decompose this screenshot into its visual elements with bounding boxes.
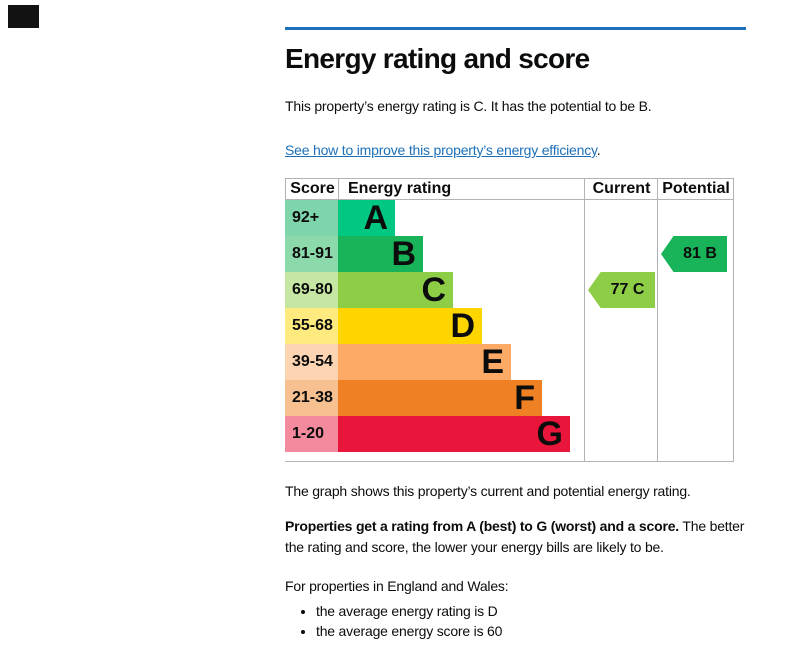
improve-efficiency-link[interactable]: See how to improve this property’s energ…: [285, 142, 597, 158]
band-bar-G: G: [338, 415, 570, 453]
average-score-item: the average energy score is 60: [316, 621, 800, 641]
intro-text: This property’s energy rating is C. It h…: [285, 98, 652, 114]
improve-link-line: See how to improve this property’s energ…: [285, 140, 785, 161]
score-range-C: 69-80: [285, 272, 338, 308]
section-divider: [285, 27, 746, 30]
current-rating-arrow: 77 C: [588, 272, 655, 308]
header-divider: [338, 179, 339, 199]
band-bar-C: C: [338, 271, 453, 309]
band-bar-A: A: [338, 199, 395, 237]
band-bar-B: B: [338, 235, 423, 273]
potential-column-header: Potential: [662, 180, 730, 197]
page-title: Energy rating and score: [285, 43, 590, 74]
current-column-header: Current: [592, 180, 651, 197]
header-divider: [657, 179, 658, 199]
rating-explanation: Properties get a rating from A (best) to…: [285, 516, 800, 558]
chart-header-row: Score Energy rating Current Potential: [285, 178, 734, 200]
score-range-G: 1-20: [285, 416, 338, 452]
potential-rating-arrow: 81 B: [661, 236, 727, 272]
table-right-border: [733, 178, 734, 461]
score-range-D: 55-68: [285, 308, 338, 344]
rating-explanation-line2: the rating and score, the lower your ene…: [285, 539, 664, 555]
score-column-header: Score: [290, 180, 335, 197]
potential-column-border: [657, 200, 658, 461]
energy-rating-column-header: Energy rating: [348, 180, 452, 197]
band-row-A: 92+ A: [285, 199, 734, 237]
table-bottom-border: [285, 461, 734, 462]
rating-bands: 92+ A 81-91 B 69-80 C 55-68 D 39-54 E 21-38 F 1-20 G: [285, 199, 734, 453]
average-rating-item: the average energy rating is D: [316, 601, 800, 621]
score-range-E: 39-54: [285, 344, 338, 380]
band-bar-D: D: [338, 307, 482, 345]
band-row-C: 69-80 C: [285, 271, 734, 309]
rating-explanation-line1: The better: [682, 518, 745, 534]
band-bar-E: E: [338, 343, 511, 381]
averages-list: the average energy rating is D the avera…: [285, 601, 800, 641]
energy-rating-chart: Score Energy rating Current Potential 92…: [285, 178, 734, 462]
band-row-D: 55-68 D: [285, 307, 734, 345]
rating-explanation-bold: Properties get a rating from A (best) to…: [285, 518, 679, 534]
link-suffix: .: [596, 142, 601, 158]
score-range-F: 21-38: [285, 380, 338, 416]
band-row-F: 21-38 F: [285, 379, 734, 417]
score-range-B: 81-91: [285, 236, 338, 272]
band-row-G: 1-20 G: [285, 415, 734, 453]
averages-intro: For properties in England and Wales:: [285, 578, 509, 594]
current-column-border: [584, 200, 585, 461]
band-bar-F: F: [338, 379, 542, 417]
graph-caption: The graph shows this property’s current …: [285, 483, 691, 499]
score-range-A: 92+: [285, 200, 338, 236]
band-row-E: 39-54 E: [285, 343, 734, 381]
header-divider: [584, 179, 585, 199]
band-row-B: 81-91 B: [285, 235, 734, 273]
redacted-block: [8, 5, 39, 28]
